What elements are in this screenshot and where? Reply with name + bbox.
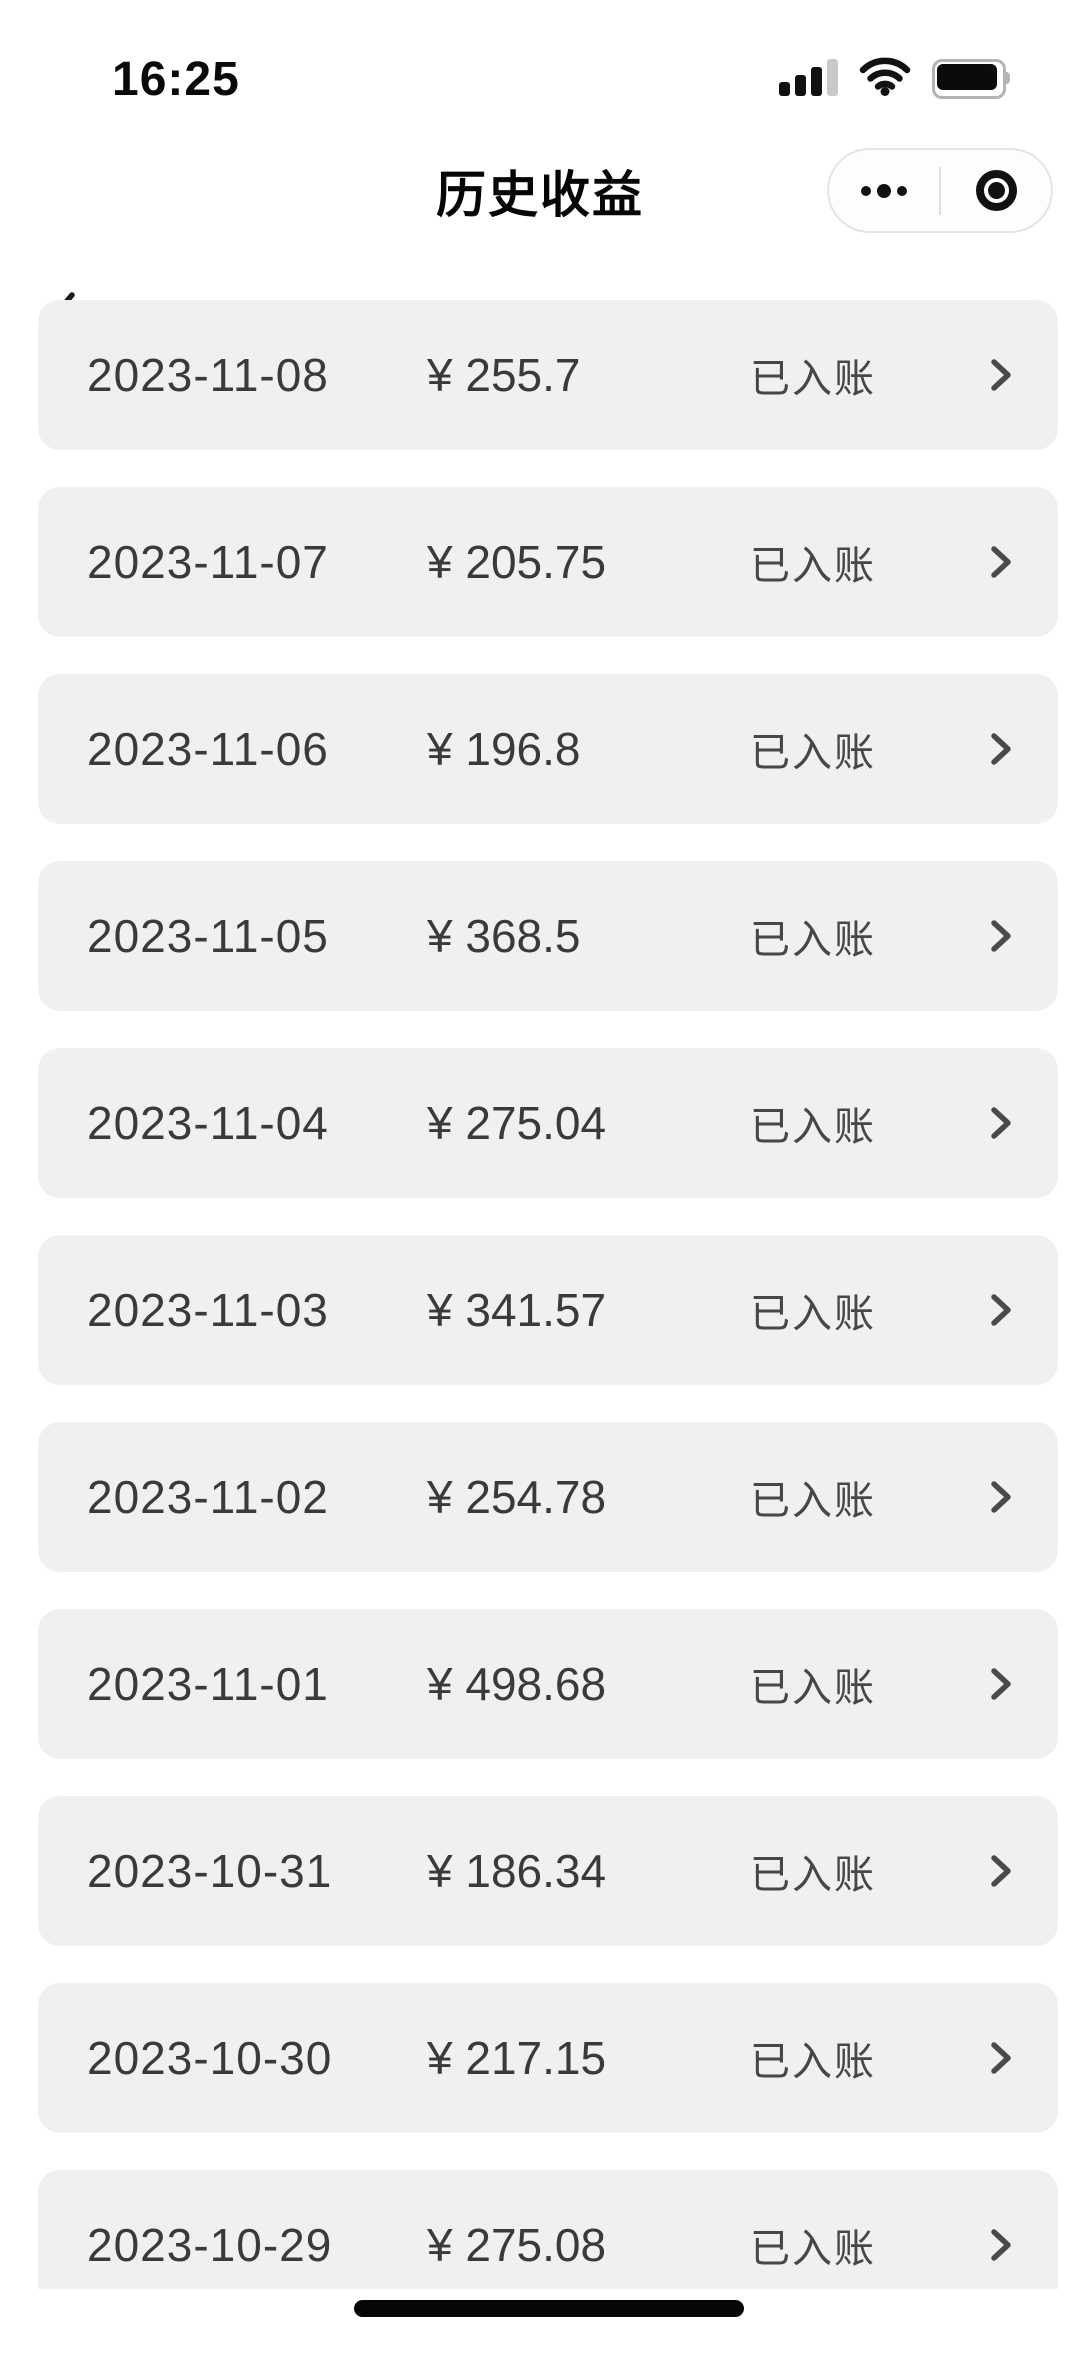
- row-date: 2023-11-06: [87, 723, 329, 775]
- chevron-right-icon: [991, 1668, 1011, 1700]
- earnings-row[interactable]: 2023-10-30 ¥ 217.15 已入账: [38, 1983, 1058, 2133]
- row-status: 已入账: [750, 2040, 876, 2084]
- row-amount: ¥ 186.34: [427, 1845, 607, 1897]
- chevron-right-icon: [991, 1855, 1011, 1887]
- earnings-list: 2023-11-08 ¥ 255.7 已入账 2023-11-07 ¥ 205.…: [38, 300, 1058, 2357]
- page-title: 历史收益: [436, 167, 644, 223]
- row-status: 已入账: [750, 357, 876, 401]
- chevron-right-icon: [991, 733, 1011, 765]
- row-status: 已入账: [750, 1666, 876, 1710]
- earnings-row[interactable]: 2023-11-06 ¥ 196.8 已入账: [38, 674, 1058, 824]
- earnings-row[interactable]: 2023-10-31 ¥ 186.34 已入账: [38, 1796, 1058, 1946]
- row-amount: ¥ 275.08: [427, 2219, 607, 2271]
- row-date: 2023-10-29: [87, 2219, 333, 2271]
- wifi-icon: [859, 57, 911, 96]
- row-status: 已入账: [750, 544, 876, 588]
- chevron-right-icon: [991, 1294, 1011, 1326]
- chevron-right-icon: [991, 546, 1011, 578]
- row-status: 已入账: [750, 1853, 876, 1897]
- status-icons: [779, 55, 1014, 99]
- home-indicator[interactable]: [354, 2300, 744, 2317]
- row-amount: ¥ 341.57: [427, 1284, 607, 1336]
- row-amount: ¥ 217.15: [427, 2032, 607, 2084]
- chevron-right-icon: [991, 359, 1011, 391]
- row-status: 已入账: [750, 1479, 876, 1523]
- cellular-signal-icon: [779, 58, 838, 96]
- row-amount: ¥ 254.78: [427, 1471, 607, 1523]
- capsule-divider: [939, 166, 941, 215]
- row-status: 已入账: [750, 2227, 876, 2271]
- row-date: 2023-11-08: [87, 349, 329, 401]
- nav-bar: 历史收益: [0, 130, 1080, 350]
- row-date: 2023-10-30: [87, 2032, 333, 2084]
- row-amount: ¥ 275.04: [427, 1097, 607, 1149]
- row-date: 2023-11-01: [87, 1658, 329, 1710]
- row-amount: ¥ 498.68: [427, 1658, 607, 1710]
- row-status: 已入账: [750, 731, 876, 775]
- row-amount: ¥ 196.8: [427, 723, 581, 775]
- row-amount: ¥ 368.5: [427, 910, 581, 962]
- bottom-safe-area: [0, 2289, 1080, 2337]
- battery-icon: [932, 58, 1014, 99]
- exit-target-icon[interactable]: [941, 150, 1051, 231]
- earnings-row[interactable]: 2023-11-08 ¥ 255.7 已入账: [38, 300, 1058, 450]
- row-date: 2023-11-05: [87, 910, 329, 962]
- miniprogram-capsule: [827, 148, 1053, 233]
- chevron-right-icon: [991, 2229, 1011, 2261]
- row-status: 已入账: [750, 1292, 876, 1336]
- earnings-row[interactable]: 2023-11-01 ¥ 498.68 已入账: [38, 1609, 1058, 1759]
- earnings-row[interactable]: 2023-11-05 ¥ 368.5 已入账: [38, 861, 1058, 1011]
- more-menu-icon[interactable]: [829, 150, 939, 231]
- earnings-row[interactable]: 2023-11-07 ¥ 205.75 已入账: [38, 487, 1058, 637]
- row-date: 2023-11-02: [87, 1471, 329, 1523]
- status-bar: 16:25: [0, 0, 1080, 130]
- earnings-row[interactable]: 2023-11-02 ¥ 254.78 已入账: [38, 1422, 1058, 1572]
- row-date: 2023-11-07: [87, 536, 329, 588]
- chevron-right-icon: [991, 1481, 1011, 1513]
- row-amount: ¥ 205.75: [427, 536, 607, 588]
- status-time: 16:25: [112, 53, 240, 106]
- row-amount: ¥ 255.7: [427, 349, 581, 401]
- row-status: 已入账: [750, 918, 876, 962]
- row-date: 2023-11-04: [87, 1097, 329, 1149]
- row-date: 2023-10-31: [87, 1845, 333, 1897]
- chevron-right-icon: [991, 2042, 1011, 2074]
- row-status: 已入账: [750, 1105, 876, 1149]
- earnings-row[interactable]: 2023-11-04 ¥ 275.04 已入账: [38, 1048, 1058, 1198]
- chevron-right-icon: [991, 1107, 1011, 1139]
- earnings-row[interactable]: 2023-11-03 ¥ 341.57 已入账: [38, 1235, 1058, 1385]
- chevron-right-icon: [991, 920, 1011, 952]
- row-date: 2023-11-03: [87, 1284, 329, 1336]
